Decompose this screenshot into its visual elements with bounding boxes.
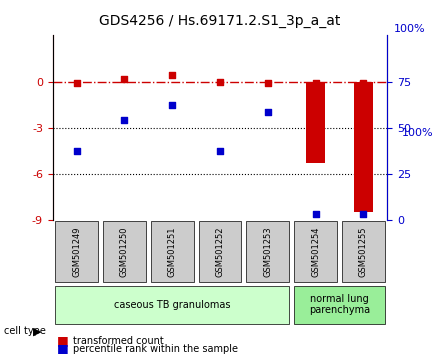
- Point: [360, 211, 367, 217]
- Point: [73, 148, 80, 154]
- Point: [312, 80, 319, 86]
- Text: GSM501253: GSM501253: [263, 227, 272, 277]
- Text: ■: ■: [57, 334, 69, 347]
- Point: [264, 109, 271, 115]
- Text: GSM501249: GSM501249: [72, 227, 81, 277]
- Y-axis label: 100%: 100%: [402, 128, 434, 138]
- Point: [360, 80, 367, 86]
- Text: 100%: 100%: [394, 24, 425, 34]
- Text: percentile rank within the sample: percentile rank within the sample: [73, 344, 238, 354]
- Text: GSM501251: GSM501251: [168, 227, 177, 277]
- Text: GDS4256 / Hs.69171.2.S1_3p_a_at: GDS4256 / Hs.69171.2.S1_3p_a_at: [99, 14, 341, 28]
- Text: GSM501252: GSM501252: [216, 227, 224, 277]
- Point: [121, 117, 128, 123]
- FancyBboxPatch shape: [55, 286, 289, 324]
- FancyBboxPatch shape: [294, 221, 337, 282]
- Bar: [354, 81, 373, 212]
- Text: GSM501254: GSM501254: [311, 227, 320, 277]
- Point: [312, 211, 319, 217]
- Point: [264, 80, 271, 86]
- FancyBboxPatch shape: [246, 221, 289, 282]
- Point: [121, 76, 128, 81]
- FancyBboxPatch shape: [55, 221, 98, 282]
- FancyBboxPatch shape: [294, 286, 385, 324]
- Point: [216, 148, 224, 154]
- Point: [216, 80, 224, 85]
- FancyBboxPatch shape: [342, 221, 385, 282]
- Text: caseous TB granulomas: caseous TB granulomas: [114, 299, 231, 309]
- Point: [169, 102, 176, 108]
- Point: [169, 73, 176, 78]
- Bar: [306, 81, 325, 163]
- Text: ▶: ▶: [33, 327, 41, 337]
- Text: GSM501250: GSM501250: [120, 227, 129, 277]
- Point: [73, 80, 80, 86]
- FancyBboxPatch shape: [198, 221, 242, 282]
- Text: cell type: cell type: [4, 326, 46, 336]
- FancyBboxPatch shape: [151, 221, 194, 282]
- Text: ■: ■: [57, 342, 69, 354]
- Text: GSM501255: GSM501255: [359, 227, 368, 277]
- FancyBboxPatch shape: [103, 221, 146, 282]
- Text: transformed count: transformed count: [73, 336, 163, 346]
- Text: normal lung
parenchyma: normal lung parenchyma: [309, 294, 370, 315]
